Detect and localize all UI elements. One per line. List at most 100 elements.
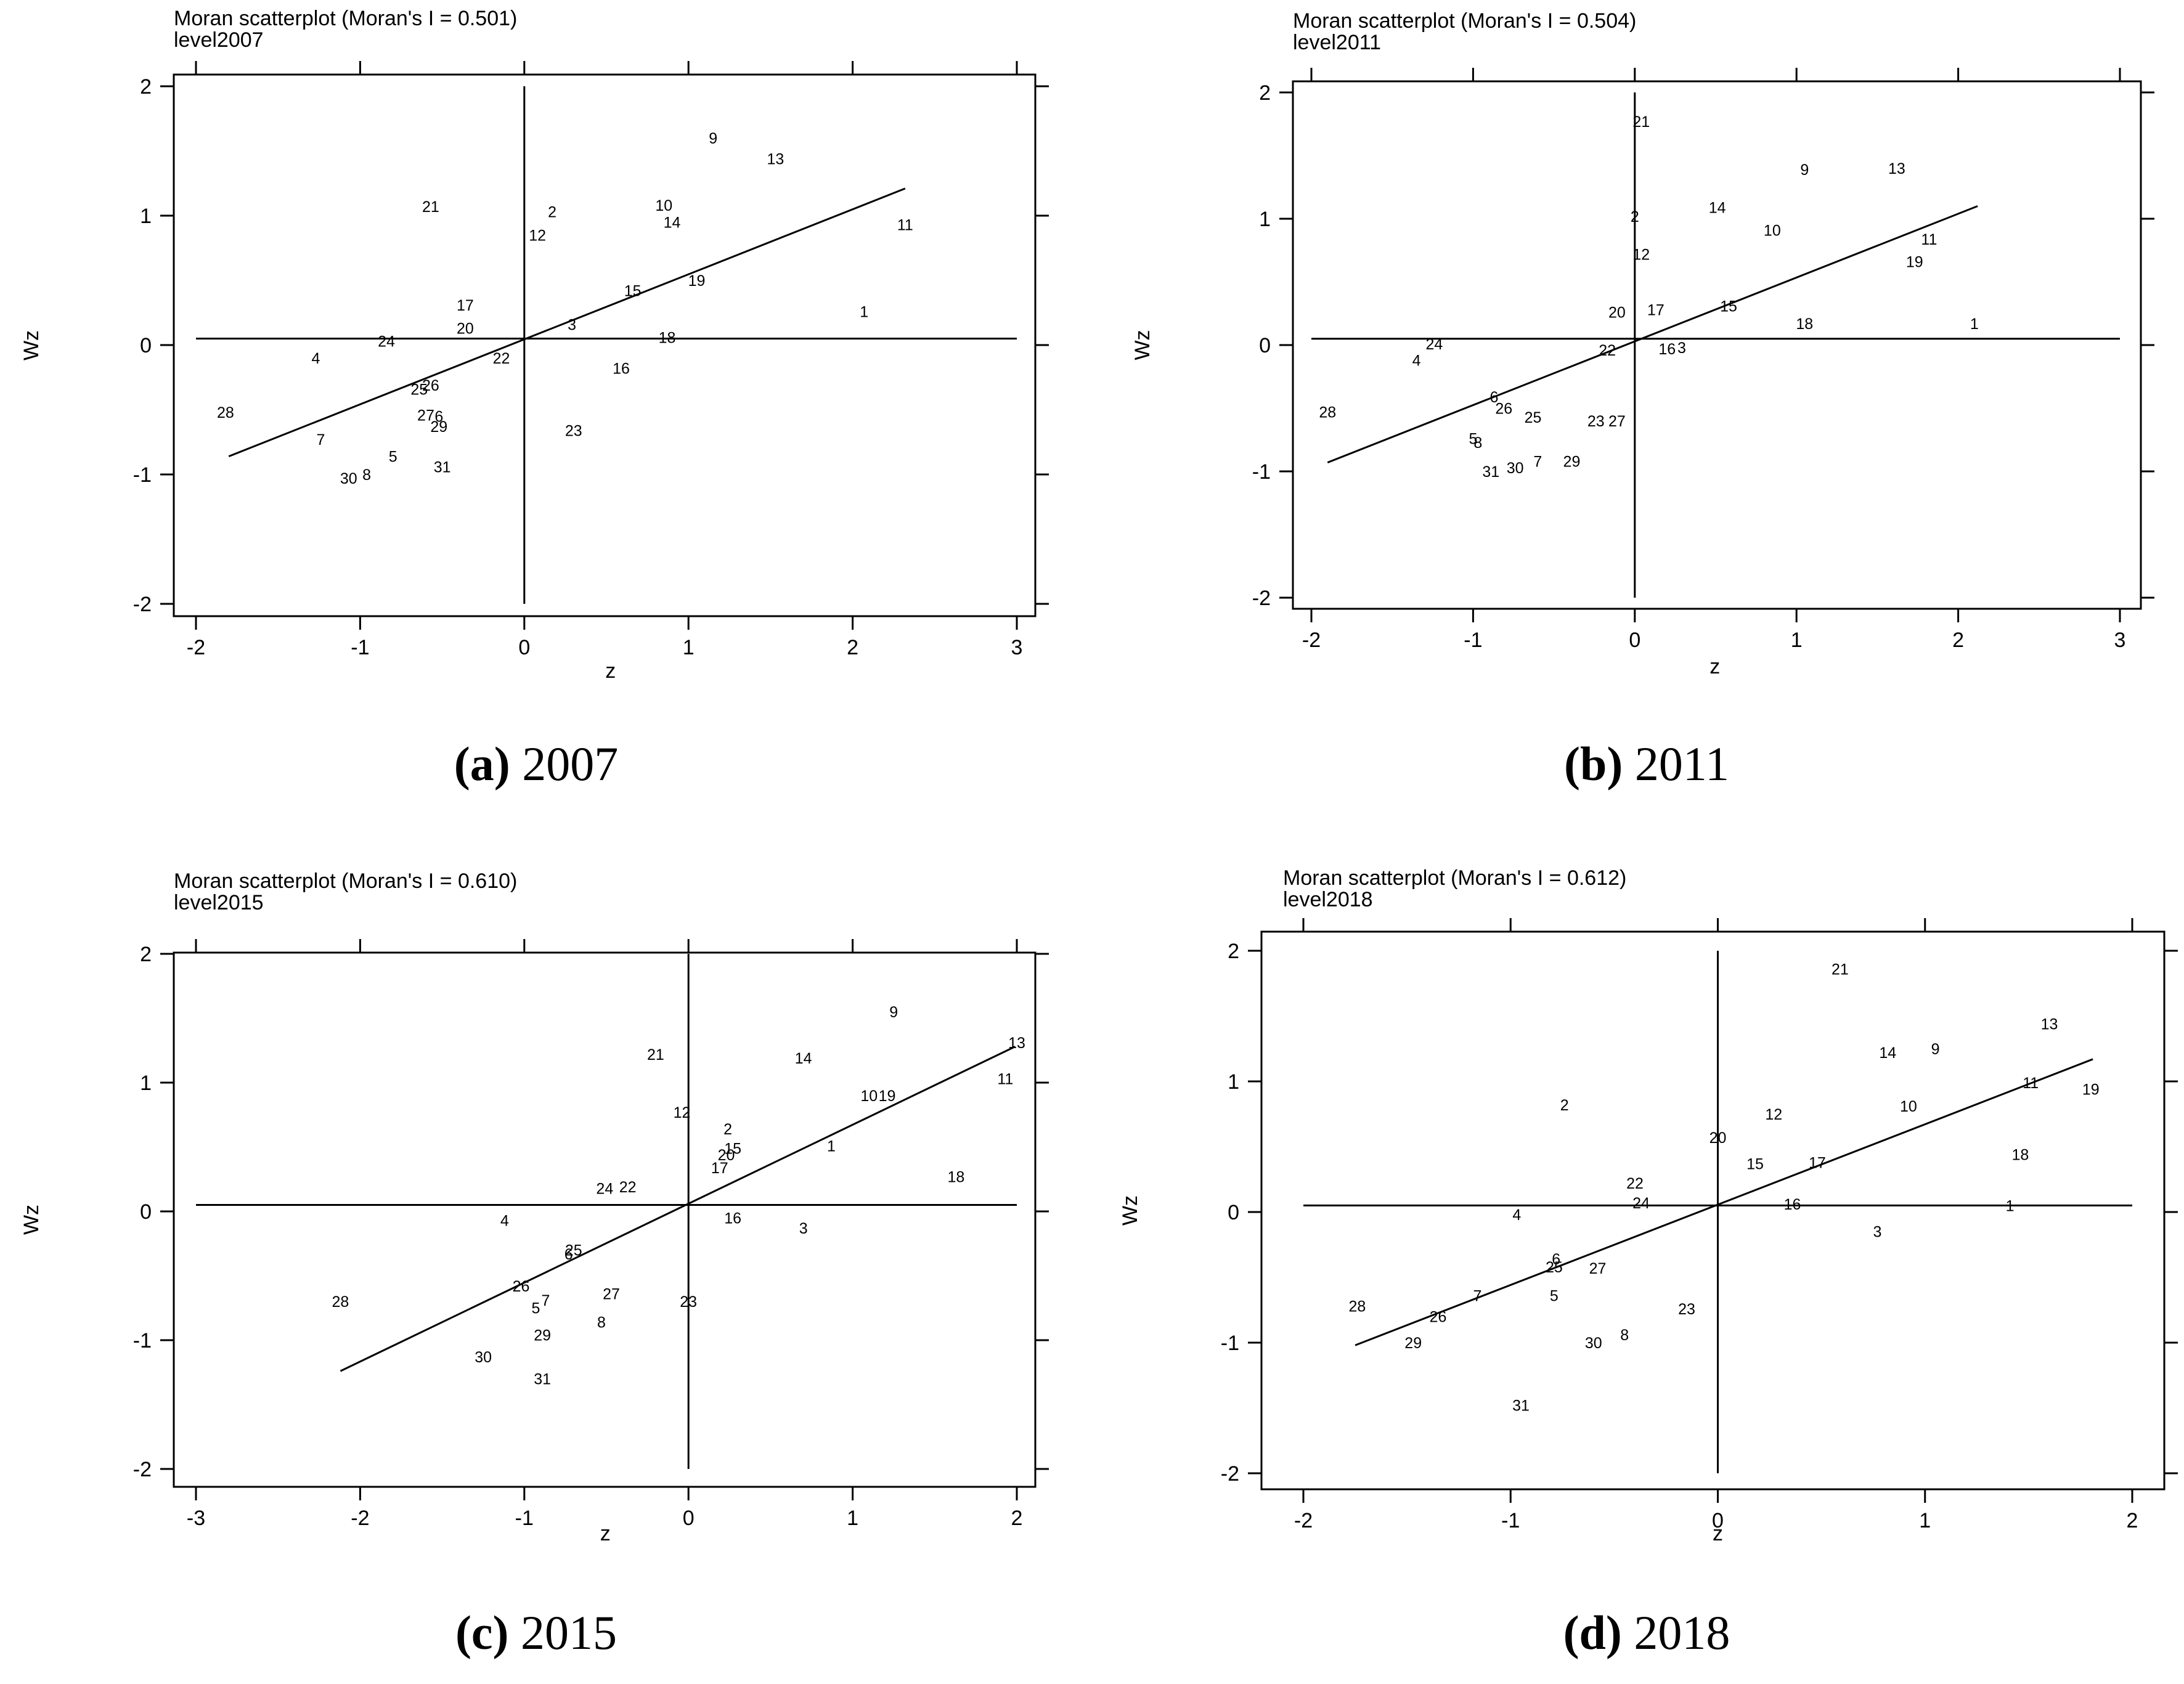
point-label: 9	[1800, 161, 1809, 179]
y-tick-label: 0	[1228, 1201, 1239, 1224]
y-tick-label: -2	[133, 593, 152, 616]
point-label: 31	[534, 1371, 551, 1388]
point-label: 14	[1709, 200, 1726, 217]
point-label: 21	[422, 198, 439, 216]
chart-title: Moran scatterplot (Moran's I = 0.612)	[1283, 866, 1627, 890]
point-label: 12	[674, 1104, 691, 1121]
x-tick-label: -1	[515, 1507, 534, 1530]
point-label: 1	[860, 303, 868, 320]
point-label: 15	[624, 283, 642, 300]
point-label: 18	[948, 1168, 965, 1186]
point-label: 31	[434, 458, 451, 476]
point-label: 23	[1587, 413, 1605, 430]
point-label: 15	[1746, 1155, 1764, 1173]
caption-year: 2007	[522, 737, 619, 791]
figure-caption: (a) 2007	[454, 736, 618, 792]
point-label: 28	[1319, 404, 1336, 421]
point-label: 23	[565, 423, 582, 440]
chart-title: Moran scatterplot (Moran's I = 0.501)	[174, 7, 518, 30]
point-label: 10	[1764, 222, 1781, 239]
point-label: 8	[362, 466, 371, 484]
point-label: 4	[1412, 352, 1421, 370]
point-label: 3	[799, 1220, 808, 1237]
point-label: 24	[1632, 1195, 1650, 1212]
point-label: 29	[1563, 454, 1581, 471]
chart-title: Moran scatterplot (Moran's I = 0.504)	[1293, 9, 1637, 33]
point-label: 17	[457, 297, 474, 314]
point-label: 16	[1658, 341, 1676, 358]
point-label: 6	[1490, 389, 1499, 406]
point-label: 22	[493, 350, 510, 367]
chart-title: Moran scatterplot (Moran's I = 0.610)	[174, 869, 518, 893]
x-tick-label: 2	[1952, 628, 1964, 652]
y-tick-label: -1	[1221, 1332, 1239, 1355]
chart-subtitle: level2007	[174, 28, 264, 52]
y-tick-label: -1	[133, 1329, 152, 1352]
point-label: 22	[1626, 1175, 1644, 1192]
y-tick-label: 2	[1259, 81, 1271, 105]
point-label: 16	[1784, 1196, 1801, 1213]
point-label: 21	[1832, 961, 1849, 978]
point-label: 1	[827, 1137, 836, 1155]
figure-caption: (b) 2011	[1564, 736, 1729, 792]
point-label: 19	[688, 272, 706, 290]
point-label: 4	[312, 350, 320, 367]
point-label: 3	[1677, 340, 1686, 357]
point-label: 7	[541, 1292, 550, 1309]
regression-line	[340, 1046, 1016, 1372]
y-tick-label: -1	[133, 463, 152, 487]
x-tick-label: 0	[1712, 1509, 1724, 1532]
point-label: 12	[1765, 1106, 1782, 1123]
point-label: 13	[1008, 1035, 1025, 1052]
x-tick-label: -2	[1294, 1509, 1313, 1532]
x-tick-label: 1	[683, 636, 695, 659]
x-tick-label: 3	[1011, 636, 1023, 659]
y-tick-label: 0	[140, 334, 152, 357]
point-label: 10	[860, 1088, 878, 1105]
scatterplot-svg: -2 -1 0 1 2 3-2-1012zWz1234586791011121314151…	[1131, 68, 2154, 678]
x-tick-label: -3	[187, 1507, 205, 1530]
point-label: 23	[680, 1293, 697, 1311]
point-label: 19	[1906, 254, 1923, 271]
y-tick-label: -2	[1252, 587, 1271, 610]
point-label: 24	[596, 1180, 613, 1197]
point-label: 13	[2041, 1016, 2058, 1033]
point-label: 28	[217, 404, 234, 421]
point-label: 6	[1552, 1251, 1560, 1268]
x-tick-label: 1	[1791, 628, 1803, 652]
point-label: 6	[564, 1246, 573, 1263]
point-label: 28	[1349, 1298, 1366, 1316]
figure-caption: (d) 2018	[1563, 1605, 1730, 1661]
x-tick-label: 0	[1629, 628, 1640, 652]
caption-year: 2011	[1634, 737, 1729, 791]
regression-line	[1327, 205, 1978, 464]
point-label: 2	[1560, 1097, 1569, 1114]
point-label: 30	[1585, 1335, 1602, 1352]
y-axis-label: Wz	[20, 330, 43, 360]
figure-caption: (c) 2015	[455, 1605, 617, 1661]
point-label: 11	[897, 217, 913, 234]
point-label: 7	[1473, 1288, 1481, 1305]
y-tick-label: -2	[133, 1458, 152, 1481]
caption-letter: (a)	[454, 737, 510, 791]
point-label: 27	[1589, 1260, 1607, 1277]
point-label: 11	[2023, 1075, 2039, 1092]
caption-year: 2018	[1634, 1606, 1730, 1659]
point-label: 1	[1970, 315, 1979, 333]
y-tick-label: 1	[140, 205, 152, 228]
point-label: 7	[317, 431, 325, 449]
point-label: 17	[1809, 1154, 1826, 1171]
point-label: 29	[1404, 1335, 1422, 1352]
point-label: 21	[647, 1046, 664, 1064]
point-label: 25	[565, 1242, 582, 1259]
point-label: 5	[1469, 431, 1477, 448]
point-label: 1	[2006, 1197, 2015, 1214]
point-label: 21	[1632, 113, 1650, 131]
point-label: 17	[1647, 302, 1664, 319]
point-label: 30	[475, 1349, 492, 1366]
point-label: 20	[1608, 304, 1626, 322]
point-label: 22	[1599, 342, 1616, 359]
